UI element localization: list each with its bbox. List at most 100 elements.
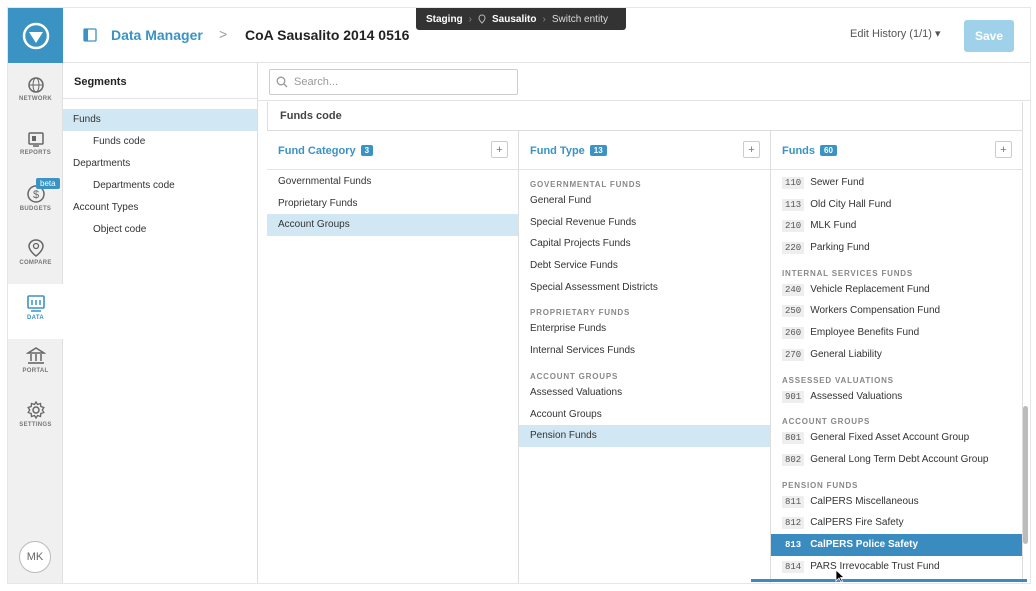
category-list: Governmental Funds Proprietary Funds Accou…: [267, 170, 518, 237]
scrollbar[interactable]: [1023, 406, 1028, 544]
segments-panel: Segments Funds Funds code Departments De…: [63, 63, 258, 583]
rail-item-network[interactable]: NETWORK: [8, 70, 63, 122]
fund-code: 260: [782, 327, 805, 340]
rail-item-data[interactable]: DATA: [8, 284, 63, 339]
fund-code: 250: [782, 305, 805, 318]
rail-item-reports[interactable]: REPORTS: [8, 124, 63, 176]
list-item[interactable]: Governmental Funds: [278, 176, 372, 187]
rail-item-budgets[interactable]: $ beta BUDGETS: [8, 178, 63, 230]
segment-item[interactable]: Funds: [63, 109, 257, 131]
list-item[interactable]: Debt Service Funds: [530, 260, 618, 272]
add-button[interactable]: +: [743, 141, 760, 158]
fund-type-column: Fund Type 13 + GOVERNMENTAL FUNDS General …: [519, 131, 771, 583]
list-item[interactable]: 220 Parking Fund: [771, 237, 1022, 259]
list-item[interactable]: 812 CalPERS Fire Safety: [771, 512, 1022, 534]
search-box[interactable]: [269, 69, 518, 95]
group-header: ASSESSED VALUATIONS: [782, 375, 894, 385]
fund-code: 814: [782, 560, 805, 573]
save-button[interactable]: Save: [964, 20, 1014, 52]
fund-name: CalPERS Fire Safety: [810, 517, 904, 529]
fund-name: Parking Fund: [810, 242, 870, 254]
data-icon: [26, 295, 45, 312]
list-item[interactable]: Pension Funds: [519, 425, 770, 447]
fund-name: Sewer Fund: [810, 177, 865, 188]
segment-item[interactable]: Account Types: [73, 202, 139, 213]
fund-name: General Long Term Debt Account Group: [810, 453, 989, 465]
list-item[interactable]: Enterprise Funds: [530, 323, 607, 335]
fund-name: PARS Irrevocable Trust Fund: [810, 560, 940, 572]
fund-category-column: Fund Category 3 + Governmental Funds Propr…: [267, 131, 519, 583]
toggle-panel-icon[interactable]: [83, 28, 97, 42]
count-badge: 3: [360, 145, 374, 156]
column-title: Funds 60: [782, 145, 837, 157]
compare-icon: [27, 239, 44, 257]
list-item[interactable]: Special Assessment Districts: [530, 281, 658, 293]
fund-name: General Liability: [810, 348, 882, 360]
list-item[interactable]: 250 Workers Compensation Fund: [771, 300, 1022, 322]
list-item[interactable]: 802 General Long Term Debt Account Group: [771, 449, 1022, 471]
list-item[interactable]: General Fund: [530, 195, 592, 206]
list-item[interactable]: 811 CalPERS Miscellaneous: [771, 491, 1022, 513]
group-header: GOVERNMENTAL FUNDS: [530, 180, 642, 189]
add-button[interactable]: +: [995, 141, 1012, 158]
list-item[interactable]: Special Revenue Funds: [530, 216, 637, 228]
group-header: ACCOUNT GROUPS: [782, 417, 871, 427]
list-item[interactable]: 814 PARS Irrevocable Trust Fund: [771, 556, 1022, 578]
fund-name: CalPERS Police Safety: [810, 538, 919, 550]
count-badge: 13: [589, 145, 607, 156]
segment-item[interactable]: Departments: [73, 158, 131, 169]
list-item[interactable]: Proprietary Funds: [278, 197, 358, 209]
fund-code: 801: [782, 432, 805, 445]
chevron-right-icon: ›: [468, 13, 473, 25]
fund-code: 901: [782, 390, 805, 403]
switch-entity-link[interactable]: Switch entity: [551, 13, 608, 25]
portal-icon: [25, 347, 46, 364]
fund-name: Old City Hall Fund: [810, 198, 892, 210]
avatar[interactable]: MK: [19, 541, 51, 573]
list-item[interactable]: Assessed Valuations: [530, 386, 623, 398]
segment-item[interactable]: Departments code: [93, 180, 175, 191]
search-input[interactable]: [294, 76, 504, 88]
list-item[interactable]: 113 Old City Hall Fund: [771, 194, 1022, 216]
list-item[interactable]: 801 General Fixed Asset Account Group: [771, 427, 1022, 449]
list-item[interactable]: 240 Vehicle Replacement Fund: [771, 279, 1022, 301]
app-logo[interactable]: [8, 8, 63, 63]
fund-code: 270: [782, 348, 805, 361]
list-item[interactable]: Internal Services Funds: [530, 345, 636, 357]
group-header: PROPRIETARY FUNDS: [530, 308, 631, 318]
list-item[interactable]: 210 MLK Fund: [771, 215, 1022, 237]
edit-history-dropdown[interactable]: Edit History (1/1) ▾: [850, 28, 941, 40]
list-item[interactable]: 813 CalPERS Police Safety: [771, 533, 1022, 556]
column-title: Fund Category 3: [278, 145, 374, 157]
rail-item-compare[interactable]: COMPARE: [8, 232, 63, 284]
fund-name: General Fixed Asset Account Group: [810, 432, 970, 444]
fund-code: 110: [782, 177, 805, 189]
rail-label: DATA: [27, 315, 44, 321]
segment-item[interactable]: Funds code: [93, 136, 146, 147]
rail-label: PORTAL: [22, 368, 49, 374]
gear-icon: [26, 400, 45, 420]
list-item[interactable]: 901 Assessed Valuations: [771, 386, 1022, 408]
add-button[interactable]: +: [491, 141, 508, 158]
list-item[interactable]: 260 Employee Benefits Fund: [771, 322, 1022, 344]
list-item[interactable]: 110 Sewer Fund: [771, 172, 1022, 194]
list-item[interactable]: Account Groups: [530, 408, 602, 420]
env-entity: Sausalito: [492, 13, 537, 25]
segment-item[interactable]: Object code: [93, 224, 147, 235]
funds-column: Funds 60 + 110 Sewer Fund 113 Old City Hall …: [771, 131, 1023, 583]
column-breadcrumb: Funds code: [267, 102, 1023, 131]
list-item[interactable]: Account Groups: [267, 214, 518, 237]
fund-name: Vehicle Replacement Fund: [810, 283, 930, 295]
rail-item-portal[interactable]: PORTAL: [8, 340, 63, 392]
fund-code: 113: [782, 198, 805, 211]
fund-name: Assessed Valuations: [810, 390, 903, 402]
list-item[interactable]: 270 General Liability: [771, 344, 1022, 366]
rail-item-settings[interactable]: SETTINGS: [8, 394, 63, 446]
app-name-link[interactable]: Data Manager: [111, 27, 203, 43]
funds-list: 110 Sewer Fund 113 Old City Hall Fund 210 MLK…: [771, 170, 1022, 577]
horizontal-scroll-indicator: [751, 579, 1027, 582]
list-item[interactable]: Capital Projects Funds: [530, 238, 631, 250]
mouse-cursor-icon: [835, 569, 845, 583]
column-header: Funds 60 +: [771, 131, 1022, 170]
